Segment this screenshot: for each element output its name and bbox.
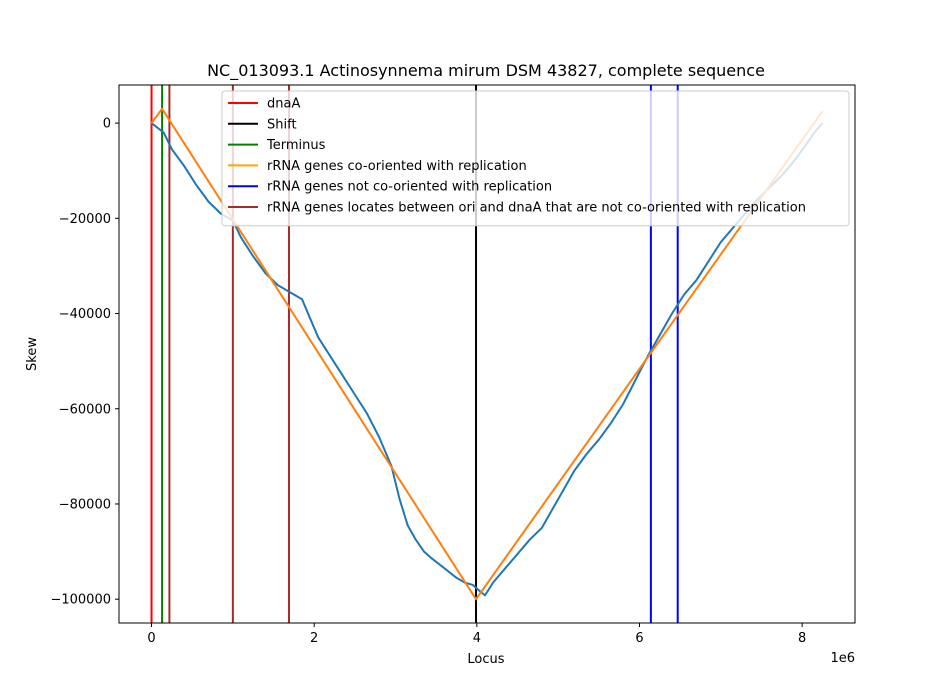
legend-label-1: Shift [267,117,297,132]
legend-label-5: rRNA genes locates between ori and dnaA … [267,201,806,216]
y-axis-label: Skew [25,337,40,371]
plot-frame [118,84,856,624]
legend-label-3: rRNA genes co-oriented with replication [267,159,527,174]
y-tick-label-1: −20000 [59,212,111,227]
data-series [150,107,824,601]
x-axis-ticks: 0 2 4 6 8 [147,623,806,646]
x-tick-label-3: 6 [635,631,643,646]
x-tick-label-0: 0 [147,631,155,646]
x-axis-label: Locus [467,652,504,667]
x-tick-label-4: 8 [798,631,806,646]
x-tick-label-2: 4 [473,631,481,646]
x-tick-label-1: 2 [310,631,318,646]
chart-title: NC_013093.1 Actinosynnema mirum DSM 4382… [207,61,765,81]
legend-label-2: Terminus [266,138,326,153]
y-tick-label-3: −60000 [59,402,111,417]
y-axis-ticks: 0 −20000 −40000 −60000 −80000 −100000 [50,117,119,608]
legend-label-0: dnaA [267,97,300,112]
legend: dnaA Shift Terminus rRNA genes co-oriented … [221,90,850,227]
x-axis-offset: 1e6 [830,651,855,666]
y-tick-label-0: 0 [103,117,111,132]
series-line-1 [150,107,824,601]
legend-box [221,90,850,227]
legend-label-4: rRNA genes not co-oriented with replicat… [267,180,552,195]
y-tick-label-2: −40000 [59,307,111,322]
y-tick-label-5: −100000 [50,593,111,608]
y-tick-label-4: −80000 [59,497,111,512]
